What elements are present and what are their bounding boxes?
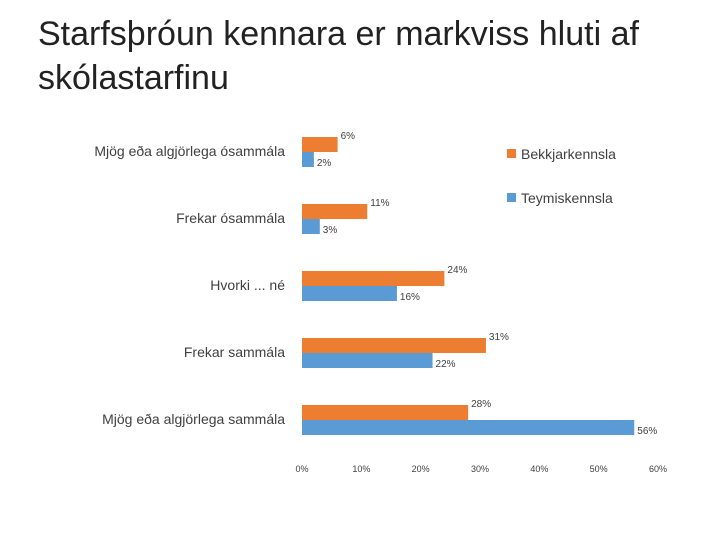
data-label: 3%	[323, 225, 338, 236]
x-tick-label: 20%	[412, 464, 430, 474]
x-tick-label: 50%	[590, 464, 608, 474]
legend-label: Bekkjarkennsla	[521, 146, 616, 162]
slide-title: Starfsþróun kennara er markviss hluti af…	[38, 15, 639, 97]
x-tick-label: 10%	[352, 464, 370, 474]
data-label: 11%	[370, 198, 389, 209]
category-label: Mjög eða algjörlega ósammála	[94, 143, 285, 159]
data-label: 2%	[317, 158, 332, 169]
category-label: Hvorki ... né	[210, 277, 285, 293]
x-tick-label: 0%	[295, 464, 308, 474]
bar-bekkjarkennsla	[302, 271, 445, 286]
bar-bekkjarkennsla	[302, 137, 338, 152]
legend-swatch	[507, 193, 516, 202]
category-label: Frekar sammála	[184, 344, 285, 360]
bar-teymiskennsla	[302, 219, 320, 234]
bar-bekkjarkennsla	[302, 405, 469, 420]
legend-swatch	[507, 149, 516, 158]
data-label: 6%	[341, 131, 356, 142]
bar-teymiskennsla	[302, 286, 397, 301]
bar-teymiskennsla	[302, 353, 433, 368]
bar-teymiskennsla	[302, 420, 635, 435]
data-label: 24%	[447, 265, 467, 276]
x-tick-label: 60%	[649, 464, 667, 474]
value-labels: 6% 2% 11% 3% 24% 16% 31% 22% 28% 56%	[317, 131, 658, 437]
data-label: 56%	[637, 426, 657, 437]
data-label: 31%	[489, 332, 509, 343]
category-label: Frekar ósammála	[176, 210, 285, 226]
legend: Bekkjarkennsla Teymiskennsla	[507, 146, 616, 206]
legend-label: Teymiskennsla	[521, 190, 613, 206]
data-label: 28%	[471, 399, 491, 410]
x-tick-label: 30%	[471, 464, 489, 474]
data-label: 22%	[436, 359, 456, 370]
x-tick-label: 40%	[530, 464, 548, 474]
bar-bekkjarkennsla	[302, 204, 368, 219]
x-axis-tick-labels: 0% 10% 20% 30% 40% 50% 60%	[295, 464, 667, 474]
category-labels: Mjög eða algjörlega ósammála Frekar ósamm…	[94, 143, 285, 427]
bars	[302, 137, 635, 435]
data-label: 16%	[400, 292, 420, 303]
bar-teymiskennsla	[302, 152, 314, 167]
category-label: Mjög eða algjörlega sammála	[102, 411, 285, 427]
bar-bekkjarkennsla	[302, 338, 486, 353]
